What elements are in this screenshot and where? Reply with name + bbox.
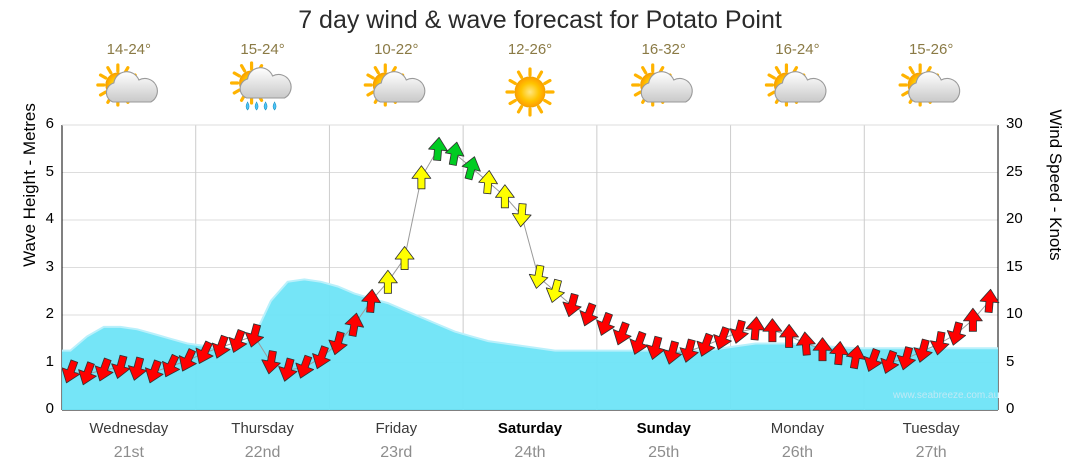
right-tick-0: 0: [1006, 400, 1015, 417]
temperature-label-friday: 10-22°: [374, 41, 419, 58]
day-name-sunday: Sunday: [636, 420, 691, 437]
left-tick-6: 6: [45, 115, 54, 132]
left-tick-4: 4: [45, 210, 54, 227]
right-tick-20: 20: [1006, 210, 1023, 227]
day-date-wednesday: 21st: [113, 444, 144, 461]
day-date-friday: 23rd: [380, 444, 413, 461]
day-date-monday: 26th: [781, 444, 813, 461]
temperature-label-wednesday: 14-24°: [106, 41, 152, 58]
right-tick-30: 30: [1006, 115, 1023, 132]
day-name-friday: Friday: [375, 420, 418, 437]
day-name-wednesday: Wednesday: [89, 420, 169, 437]
right-tick-25: 25: [1006, 162, 1023, 180]
left-tick-0: 0: [45, 400, 54, 417]
temperature-label-tuesday: 15-26°: [908, 41, 954, 58]
day-name-thursday: Thursday: [231, 420, 294, 437]
left-tick-1: 1: [45, 352, 54, 370]
temperature-label-saturday: 12-26°: [507, 41, 553, 58]
temperature-label-monday: 16-24°: [775, 41, 820, 58]
page-title: 7 day wind & wave forecast for Potato Po…: [298, 6, 782, 34]
left-tick-3: 3: [45, 257, 54, 275]
temperature-label-sunday: 16-32°: [641, 41, 686, 58]
right-tick-10: 10: [1006, 305, 1023, 322]
day-name-saturday: Saturday: [497, 420, 563, 437]
right-tick-5: 5: [1006, 352, 1015, 370]
day-name-monday: Monday: [770, 420, 825, 437]
day-name-tuesday: Tuesday: [902, 420, 960, 437]
watermark: www.seabreeze.com.au: [893, 390, 1000, 401]
day-date-tuesday: 27th: [915, 444, 947, 461]
day-date-thursday: 22nd: [244, 444, 281, 461]
right-tick-15: 15: [1006, 257, 1023, 275]
day-date-saturday: 24th: [514, 444, 546, 461]
left-tick-2: 2: [45, 305, 54, 322]
left-tick-5: 5: [45, 162, 54, 180]
day-date-sunday: 25th: [648, 444, 680, 461]
temperature-label-thursday: 15-24°: [240, 41, 285, 58]
right-axis-title: Wind Speed - Knots: [1046, 109, 1065, 261]
